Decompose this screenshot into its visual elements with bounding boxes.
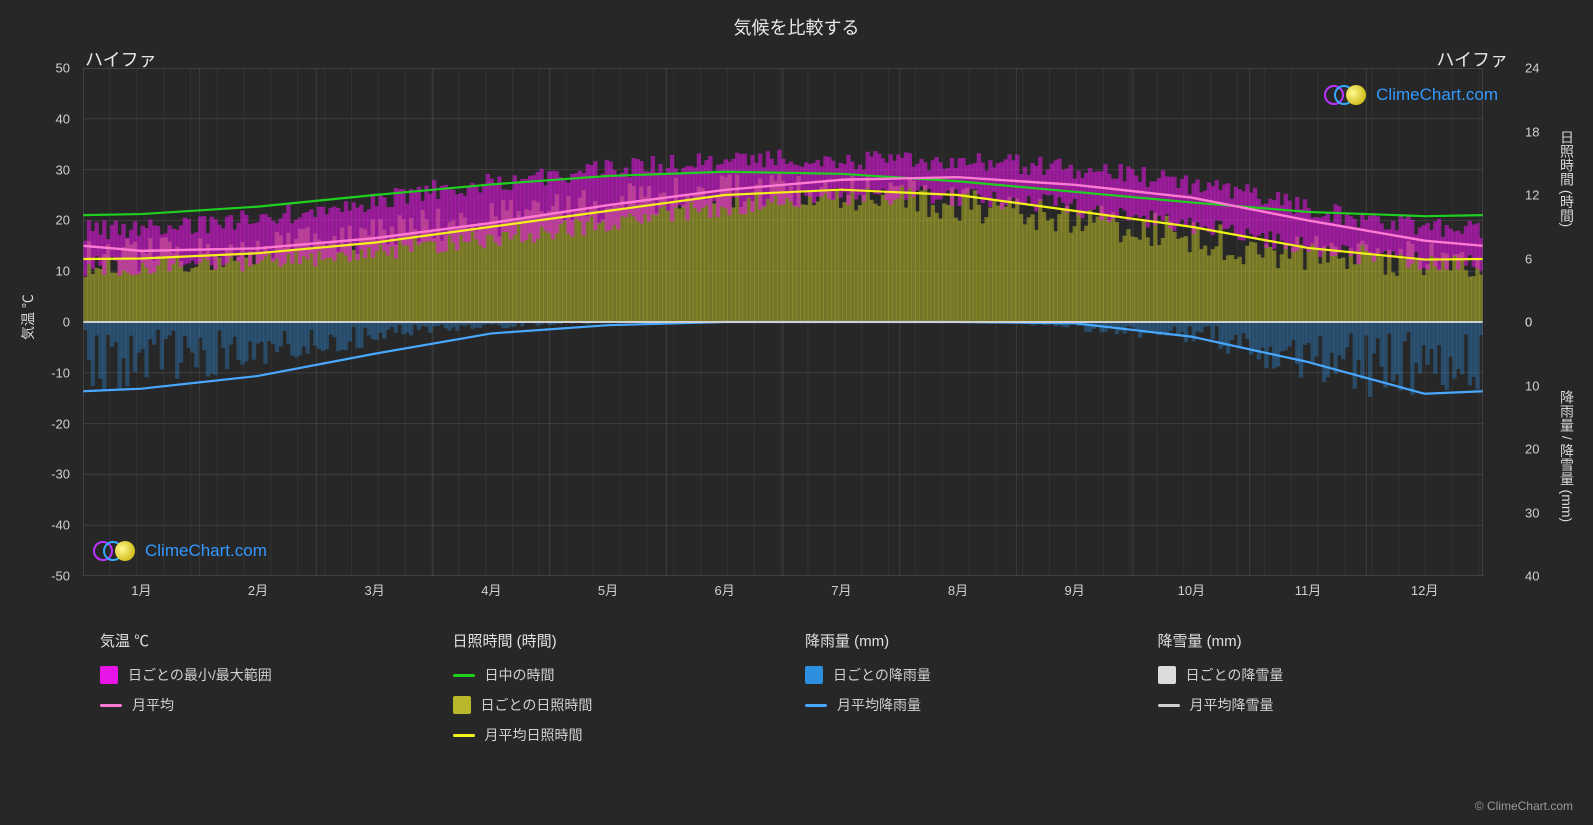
y-right-bottom-tick: 40 xyxy=(1525,569,1539,584)
legend-head-rain: 降雨量 (mm) xyxy=(805,630,1138,651)
legend-item-rain-daily: 日ごとの降雨量 xyxy=(805,665,1138,685)
climechart-logo-icon xyxy=(93,539,137,563)
y-left-ticks: -50-40-30-20-1001020304050 xyxy=(0,68,78,576)
y-left-tick: 20 xyxy=(56,213,70,228)
y-left-tick: 0 xyxy=(63,315,70,330)
legend-label: 月平均 xyxy=(132,695,174,715)
y-right-bottom-tick: 10 xyxy=(1525,378,1539,393)
legend-col-temp: 気温 ℃ 日ごとの最小/最大範囲 月平均 xyxy=(90,630,433,745)
legend-col-snow: 降雪量 (mm) 日ごとの降雪量 月平均降雪量 xyxy=(1148,630,1491,745)
y-right-top-tick: 12 xyxy=(1525,188,1539,203)
legend-head-snow: 降雪量 (mm) xyxy=(1158,630,1491,651)
watermark-text: ClimeChart.com xyxy=(1376,85,1498,105)
x-month-tick: 7月 xyxy=(831,580,851,599)
legend-col-sun: 日照時間 (時間) 日中の時間 日ごとの日照時間 月平均日照時間 xyxy=(443,630,786,745)
watermark-text: ClimeChart.com xyxy=(145,541,267,561)
legend-item-temp-avg: 月平均 xyxy=(100,695,433,715)
swatch-temp-avg xyxy=(100,704,122,707)
legend: 気温 ℃ 日ごとの最小/最大範囲 月平均 日照時間 (時間) 日中の時間 日ごと… xyxy=(90,630,1490,745)
y-right-top-tick: 24 xyxy=(1525,61,1539,76)
swatch-snow-avg xyxy=(1158,704,1180,707)
x-month-tick: 3月 xyxy=(365,580,385,599)
y-right-bottom-tick: 20 xyxy=(1525,442,1539,457)
y-right-bottom-tick: 30 xyxy=(1525,505,1539,520)
swatch-sun-avg xyxy=(453,734,475,737)
legend-head-temp: 気温 ℃ xyxy=(100,630,433,651)
x-month-tick: 6月 xyxy=(715,580,735,599)
legend-item-sun-daily: 日ごとの日照時間 xyxy=(453,695,786,715)
swatch-snow-daily xyxy=(1158,666,1176,684)
y-left-tick: 40 xyxy=(56,111,70,126)
x-month-ticks: 1月 2月 3月 4月 5月 6月 7月 8月 9月 10月 11月 12月 xyxy=(83,580,1483,604)
y-left-tick: 30 xyxy=(56,162,70,177)
legend-label: 日ごとの降雨量 xyxy=(833,665,931,685)
legend-col-rain: 降雨量 (mm) 日ごとの降雨量 月平均降雨量 xyxy=(795,630,1138,745)
chart-plot-area xyxy=(83,68,1483,576)
legend-item-snow-avg: 月平均降雪量 xyxy=(1158,695,1491,715)
legend-label: 日ごとの最小/最大範囲 xyxy=(128,665,272,685)
x-month-tick: 8月 xyxy=(948,580,968,599)
legend-label: 日ごとの日照時間 xyxy=(481,695,593,715)
y-left-tick: -30 xyxy=(51,467,70,482)
y-right-bottom-ticks: 010203040 xyxy=(1515,322,1593,576)
swatch-day-hours xyxy=(453,674,475,677)
legend-item-sun-avg: 月平均日照時間 xyxy=(453,725,786,745)
y-left-tick: -10 xyxy=(51,365,70,380)
x-month-tick: 4月 xyxy=(481,580,501,599)
legend-item-temp-range: 日ごとの最小/最大範囲 xyxy=(100,665,433,685)
chart-svg xyxy=(83,68,1483,576)
y-right-bottom-tick: 0 xyxy=(1525,315,1532,330)
chart-title: 気候を比較する xyxy=(0,0,1593,40)
x-month-tick: 1月 xyxy=(131,580,151,599)
watermark-top-right: ClimeChart.com xyxy=(1324,83,1498,107)
swatch-temp-range xyxy=(100,666,118,684)
y-left-tick: 50 xyxy=(56,61,70,76)
legend-label: 日中の時間 xyxy=(485,665,555,685)
x-month-tick: 2月 xyxy=(248,580,268,599)
copyright-text: © ClimeChart.com xyxy=(1475,799,1573,813)
x-month-tick: 9月 xyxy=(1065,580,1085,599)
x-month-tick: 12月 xyxy=(1411,580,1438,599)
swatch-rain-avg xyxy=(805,704,827,707)
y-left-tick: -40 xyxy=(51,518,70,533)
climechart-logo-icon xyxy=(1324,83,1368,107)
legend-item-snow-daily: 日ごとの降雪量 xyxy=(1158,665,1491,685)
legend-item-rain-avg: 月平均降雨量 xyxy=(805,695,1138,715)
legend-label: 月平均降雨量 xyxy=(837,695,921,715)
x-month-tick: 11月 xyxy=(1295,580,1322,599)
y-left-tick: 10 xyxy=(56,264,70,279)
swatch-rain-daily xyxy=(805,666,823,684)
legend-label: 日ごとの降雪量 xyxy=(1186,665,1284,685)
x-month-tick: 10月 xyxy=(1178,580,1205,599)
watermark-bottom-left: ClimeChart.com xyxy=(93,539,267,563)
y-right-top-tick: 18 xyxy=(1525,124,1539,139)
y-left-tick: -20 xyxy=(51,416,70,431)
legend-label: 月平均降雪量 xyxy=(1190,695,1274,715)
swatch-sun-daily xyxy=(453,696,471,714)
y-right-top-ticks: 06121824 xyxy=(1515,68,1593,322)
legend-head-sun: 日照時間 (時間) xyxy=(453,630,786,651)
y-left-tick: -50 xyxy=(51,569,70,584)
legend-label: 月平均日照時間 xyxy=(485,725,583,745)
y-right-top-tick: 6 xyxy=(1525,251,1532,266)
x-month-tick: 5月 xyxy=(598,580,618,599)
legend-item-day-hours: 日中の時間 xyxy=(453,665,786,685)
